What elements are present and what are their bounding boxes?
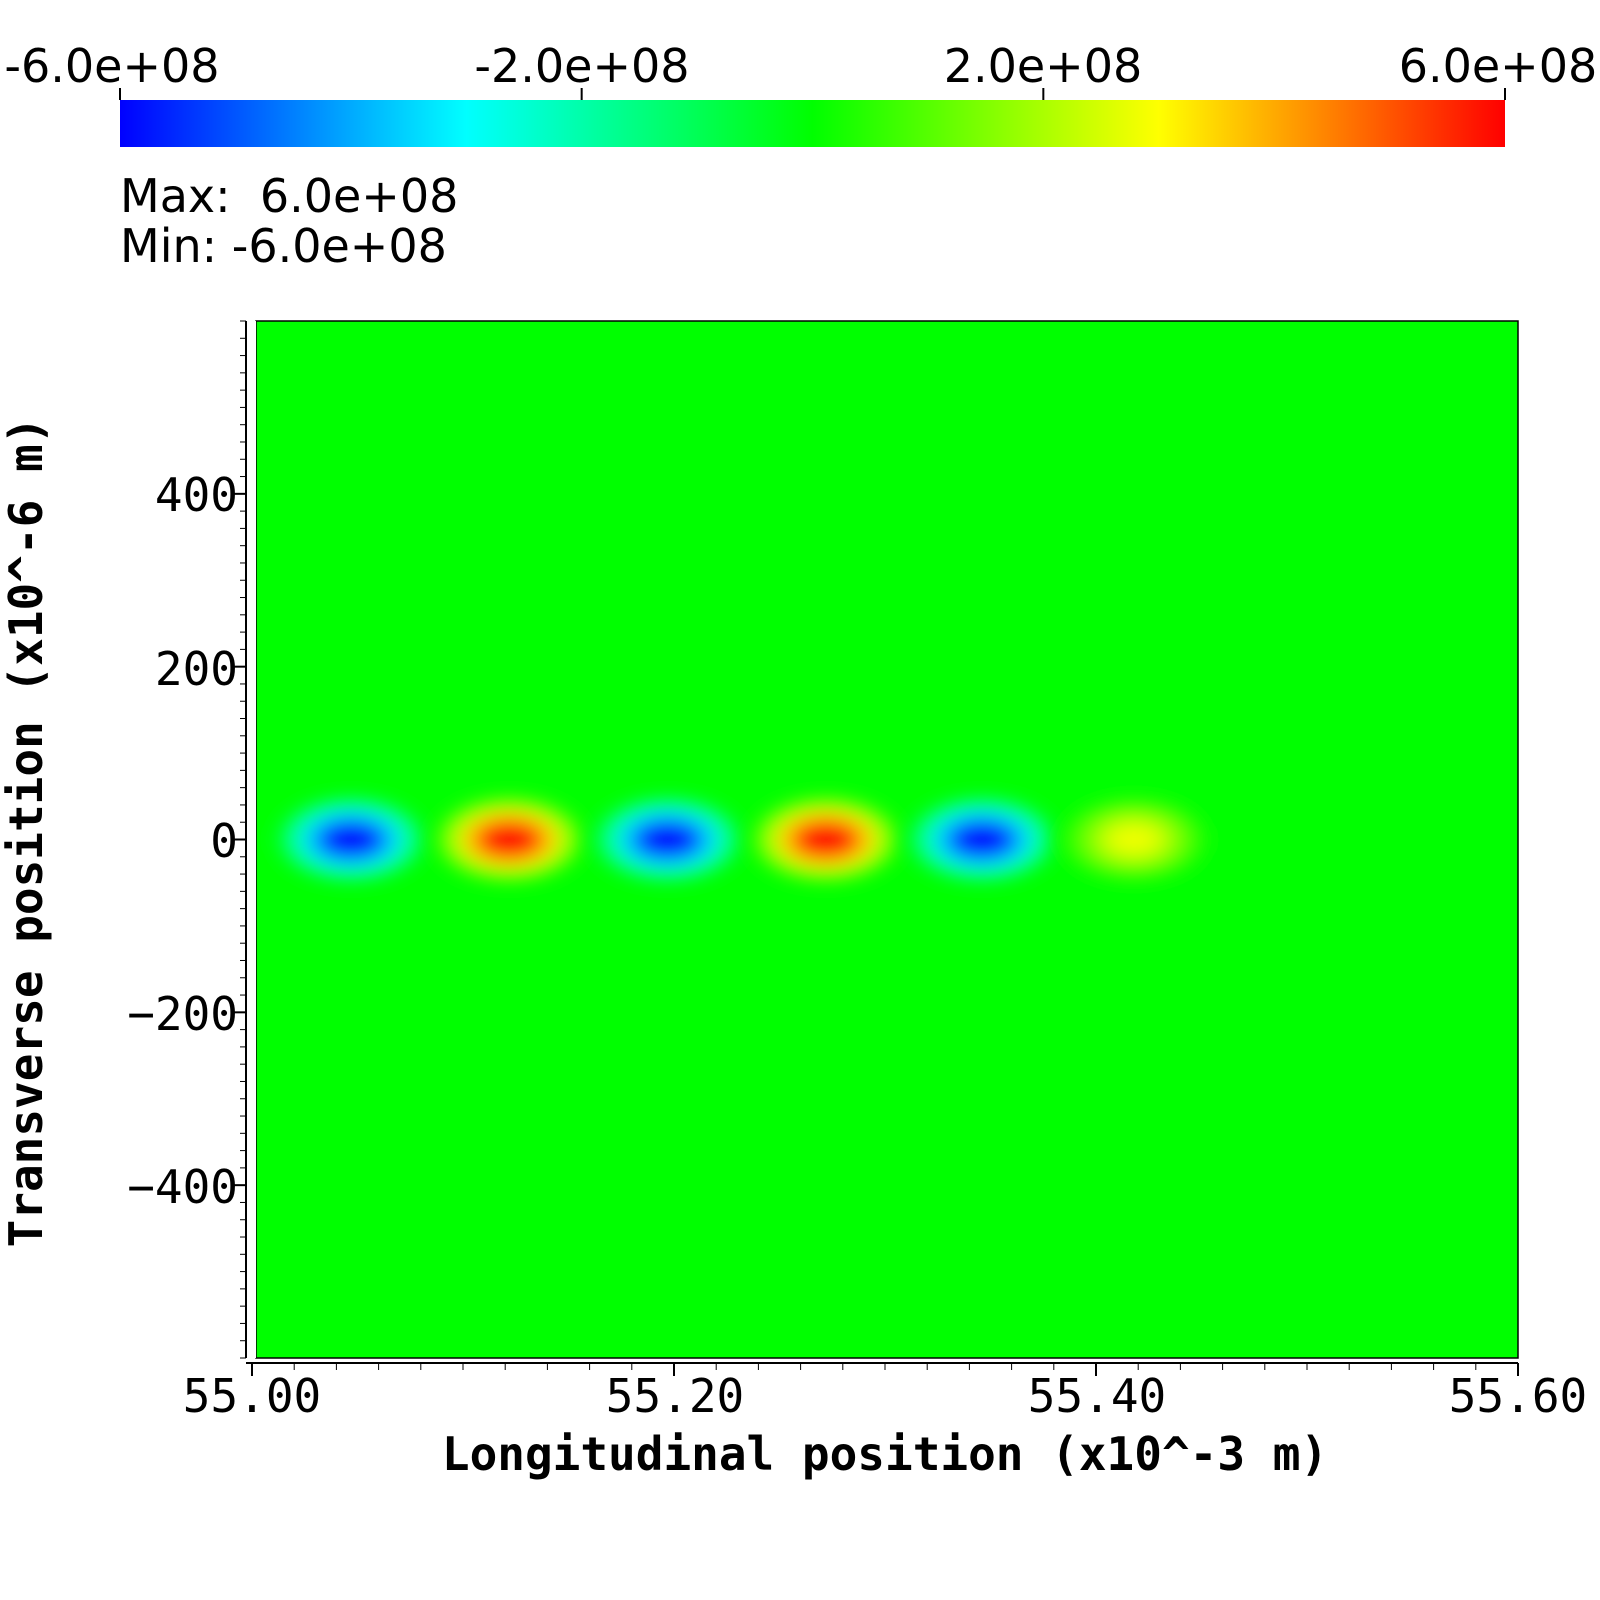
colorbar-tick-label-2: 2.0e+08 (944, 39, 1143, 93)
y-tick-label-0: 0 (210, 814, 238, 868)
feature-4 (905, 795, 1059, 884)
feature-5-level-4 (1111, 826, 1157, 853)
colorbar-tick-label-1: -2.0e+08 (474, 39, 689, 93)
field-features (274, 795, 1211, 884)
y-tick-label-neg200: −200 (127, 987, 238, 1041)
x-axis: 55.00 55.20 55.40 55.60 (183, 1362, 1587, 1423)
feature-1 (432, 795, 586, 884)
feature-5 (1057, 795, 1211, 884)
y-tick-label-neg400: −400 (127, 1160, 238, 1214)
feature-3 (749, 795, 903, 884)
feature-3-level-4 (803, 826, 849, 853)
x-tick-label-55.20: 55.20 (606, 1369, 744, 1423)
colorbar-gradient (120, 100, 1505, 147)
y-axis-title: Transverse position (x10^-6 m) (0, 417, 53, 1248)
feature-4-level-4 (959, 826, 1005, 853)
y-tick-label-400: 400 (155, 468, 238, 522)
y-axis: 400 200 0 −200 −400 (127, 320, 247, 1359)
x-tick-label-55.00: 55.00 (183, 1369, 321, 1423)
feature-2 (591, 795, 745, 884)
y-tick-label-200: 200 (155, 642, 238, 696)
max-value-text: Max: 6.0e+08 (120, 169, 458, 223)
field-left-margin (246, 321, 256, 1358)
min-value-text: Min: -6.0e+08 (120, 219, 447, 273)
feature-1-level-4 (487, 826, 532, 853)
plot-area (246, 320, 1519, 1359)
feature-2-level-4 (645, 826, 690, 853)
x-tick-label-55.60: 55.60 (1449, 1369, 1587, 1423)
x-tick-label-55.40: 55.40 (1028, 1369, 1166, 1423)
colorbar-tick-label-0: -6.0e+08 (4, 39, 219, 93)
x-axis-title: Longitudinal position (x10^-3 m) (442, 1427, 1328, 1481)
feature-0 (274, 795, 428, 884)
colorbar: -6.0e+08 -2.0e+08 2.0e+08 6.0e+08 (4, 39, 1597, 147)
feature-0-level-4 (329, 826, 374, 853)
colorbar-tick-label-3: 6.0e+08 (1399, 39, 1598, 93)
